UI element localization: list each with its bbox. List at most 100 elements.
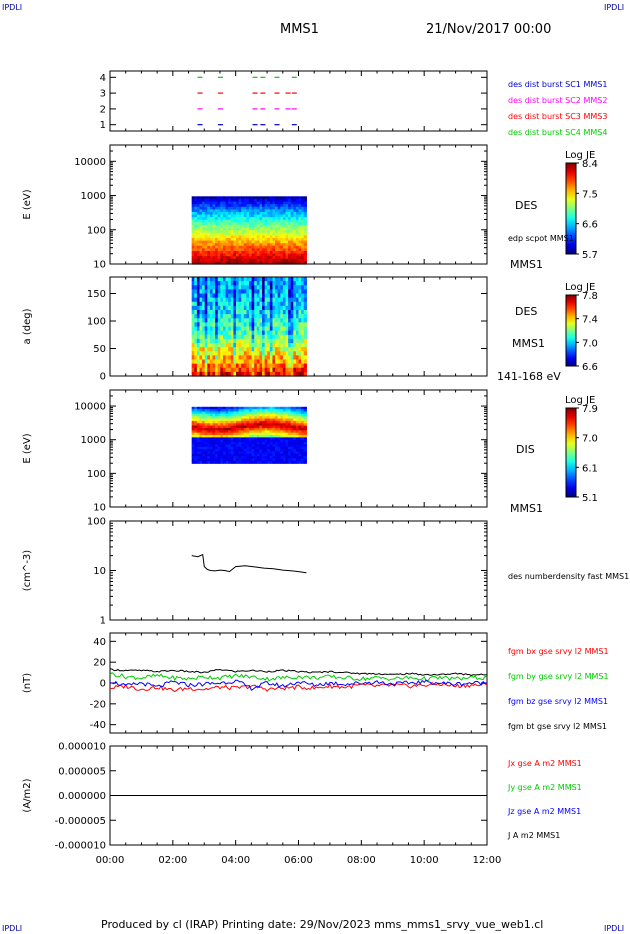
spectrogram-cell [202, 359, 206, 365]
spectrogram-cell [228, 240, 232, 244]
spectrogram-cell [204, 204, 208, 208]
spectrogram-cell [277, 347, 281, 352]
spectrogram-cell [275, 338, 279, 344]
spectrogram-cell [199, 409, 203, 413]
spectrogram-cell [241, 305, 245, 311]
spectrogram-cell [264, 458, 268, 462]
spectrogram-cell [262, 451, 266, 455]
spectrogram-cell [277, 460, 281, 464]
spectrogram-cell [191, 430, 195, 434]
spectrogram-cell [303, 347, 307, 352]
spectrogram-cell [249, 277, 253, 282]
spectrogram-cell [225, 261, 229, 265]
spectrogram-cell [251, 367, 255, 373]
spectrogram-cell [280, 435, 284, 438]
spectrogram-cell [295, 322, 300, 328]
spectrogram-cell [243, 347, 248, 352]
spectrogram-cell [209, 206, 214, 210]
spectrogram-cell [288, 367, 292, 373]
spectrogram-cell [285, 261, 289, 265]
spectrogram-cell [194, 310, 198, 315]
spectrogram-cell [290, 371, 294, 377]
spectrogram-cell [199, 437, 203, 441]
spectrogram-cell [194, 219, 198, 223]
spectrogram-cell [235, 418, 240, 422]
spectrogram-cell [298, 305, 302, 311]
spectrogram-cell [243, 318, 248, 323]
corner-label-top-right: IPDLI [604, 3, 625, 12]
spectrogram-cell [295, 240, 300, 244]
spectrogram-cell [235, 347, 240, 352]
spectrogram-cell [293, 371, 297, 377]
spectrogram-cell [280, 214, 284, 218]
spectrogram-cell [288, 420, 292, 424]
spectrogram-cell [288, 456, 292, 460]
spectrogram-cell [235, 222, 240, 226]
spectrogram-cell [238, 253, 242, 257]
spectrogram-cell [199, 338, 203, 344]
spectrogram-cell [207, 411, 211, 415]
spectrogram-cell [254, 420, 258, 424]
spectrogram-cell [269, 198, 274, 203]
spectrogram-cell [194, 409, 198, 413]
spectrogram-cell [212, 418, 216, 422]
spectrogram-cell [209, 227, 214, 231]
spectrogram-cell [215, 198, 219, 203]
spectrogram-cell [194, 416, 198, 420]
spectrogram-cell [267, 198, 271, 203]
spectrogram-cell [303, 456, 307, 460]
spectrogram-cell [256, 367, 261, 373]
spectrogram-cell [215, 293, 219, 299]
spectrogram-cell [282, 253, 287, 257]
spectrogram-cell [220, 453, 224, 457]
spectrogram-cell [295, 305, 300, 311]
spectrogram-cell [285, 281, 289, 286]
spectrogram-cell [199, 219, 203, 223]
spectrogram-cell [238, 363, 242, 369]
spectrogram-cell [264, 418, 268, 422]
spectrogram-cell [191, 451, 195, 455]
spectrogram-cell [196, 235, 201, 239]
spectrogram-cell [246, 224, 250, 229]
spectrogram-cell [280, 439, 284, 443]
spectrogram-cell [267, 453, 271, 457]
spectrogram-cell [259, 418, 263, 422]
spectrogram-cell [235, 460, 240, 464]
spectrogram-cell [241, 258, 245, 262]
spectrogram-cell [285, 243, 289, 247]
spectrogram-cell [264, 409, 268, 413]
spectrogram-cell [217, 237, 221, 242]
spectrogram-cell [217, 435, 221, 438]
spectrogram-cell [209, 363, 214, 369]
spectrogram-cell [303, 416, 307, 420]
spectrogram-cell [285, 444, 289, 448]
spectrogram-cell [233, 232, 237, 236]
spectrogram-cell [282, 371, 287, 377]
spectrogram-cell [207, 305, 211, 311]
spectrogram-cell [280, 322, 284, 328]
spectrogram-cell [238, 322, 242, 328]
spectrogram-cell [228, 367, 232, 373]
spectrogram-cell [202, 343, 206, 348]
spectrogram-cell [202, 314, 206, 319]
spectrogram-cell [215, 240, 219, 244]
spectrogram-cell [249, 425, 253, 429]
spectrogram-cell [233, 227, 237, 231]
spectrogram-cell [241, 430, 245, 434]
spectrogram-cell [233, 211, 237, 216]
spectrogram-cell [241, 211, 245, 216]
spectrogram-cell [285, 451, 289, 455]
spectrogram-cell [285, 322, 289, 328]
spectrogram-cell [202, 256, 206, 260]
spectrogram-cell [301, 437, 305, 441]
spectrogram-cell [212, 277, 216, 282]
spectrogram-cell [272, 310, 276, 315]
spectrogram-cell [262, 351, 266, 356]
spectrogram-cell [217, 253, 221, 257]
spectrogram-cell [246, 297, 250, 303]
spectrogram-cell [285, 425, 289, 429]
spectrogram-cell [249, 451, 253, 455]
spectrogram-cell [204, 347, 208, 352]
panel-current-density: -0.000010-0.0000050.0000000.0000050.0000… [22, 742, 582, 867]
spectrogram-cell [264, 310, 268, 315]
